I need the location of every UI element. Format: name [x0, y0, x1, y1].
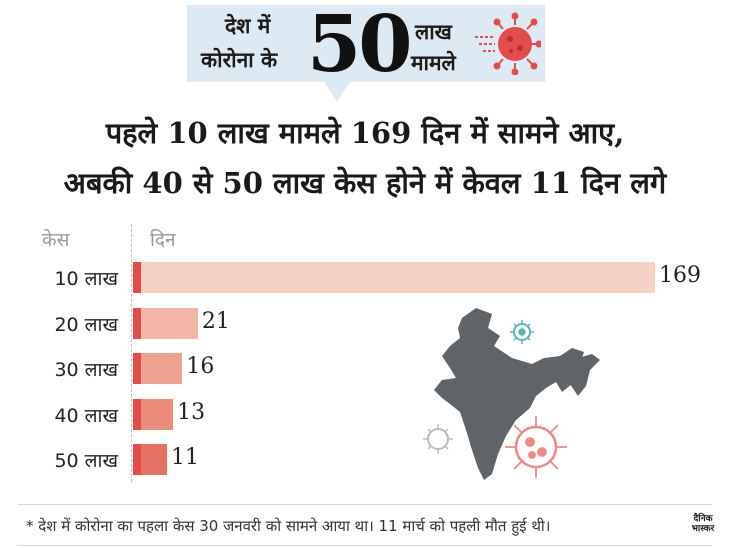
bar: [133, 262, 655, 293]
bar-accent: [133, 307, 141, 339]
bar-accent: [133, 262, 141, 293]
header-line-2: कोरोना के: [201, 48, 278, 72]
header-line-3: लाख: [415, 20, 452, 44]
bar-accent: [133, 398, 141, 430]
bubble-tail: [323, 80, 351, 102]
logo-line-1: दैनिक: [693, 514, 713, 524]
bar: [133, 398, 174, 430]
bar-label: 30 लाख: [54, 359, 118, 381]
headline-line-1: पहले 10 लाख मामले 169 दिन में सामने आए,: [105, 116, 625, 150]
bar: [133, 307, 198, 339]
bar-accent: [133, 353, 141, 384]
bar: [133, 353, 183, 384]
bar-value-label: 21: [201, 308, 230, 334]
virus-grey: [423, 424, 453, 454]
bar-label: 50 लाख: [54, 450, 118, 472]
header-banner: देश में कोरोना के 50 लाख मामले: [187, 0, 545, 90]
virus-teal: [510, 320, 534, 344]
bar-label: 40 लाख: [54, 404, 118, 427]
footer-divider: [18, 504, 712, 505]
bar-label: 10 लाख: [54, 268, 118, 290]
virus-pink: [505, 416, 567, 478]
bar: [133, 444, 167, 475]
brand-logo: दैनिक भास्कर: [683, 514, 723, 534]
bar-value-label: 11: [170, 445, 199, 470]
header-line-1: देश में: [225, 14, 271, 38]
coronavirus-icon: [475, 12, 541, 75]
logo-line-2: भास्कर: [691, 524, 715, 534]
axis-separator: [131, 224, 132, 482]
bar-accent: [133, 444, 141, 475]
bottom-divider: [18, 545, 712, 546]
bar-value-label: 16: [186, 354, 215, 379]
footnote: * देश में कोरोना का पहला केस 30 जनवरी को…: [26, 517, 551, 535]
y-axis-label: केस: [42, 229, 70, 251]
india-map: [423, 308, 600, 480]
headline-line-2: अबकी 40 से 50 लाख केस होने में केवल 11 द…: [63, 166, 667, 200]
bar-value-label: 169: [659, 263, 701, 288]
header-line-4: मामले: [411, 51, 456, 75]
x-axis-label: दिन: [150, 229, 176, 251]
bar-label: 20 लाख: [54, 313, 118, 336]
header-number: 50: [307, 0, 413, 90]
bar-value-label: 13: [177, 399, 206, 425]
